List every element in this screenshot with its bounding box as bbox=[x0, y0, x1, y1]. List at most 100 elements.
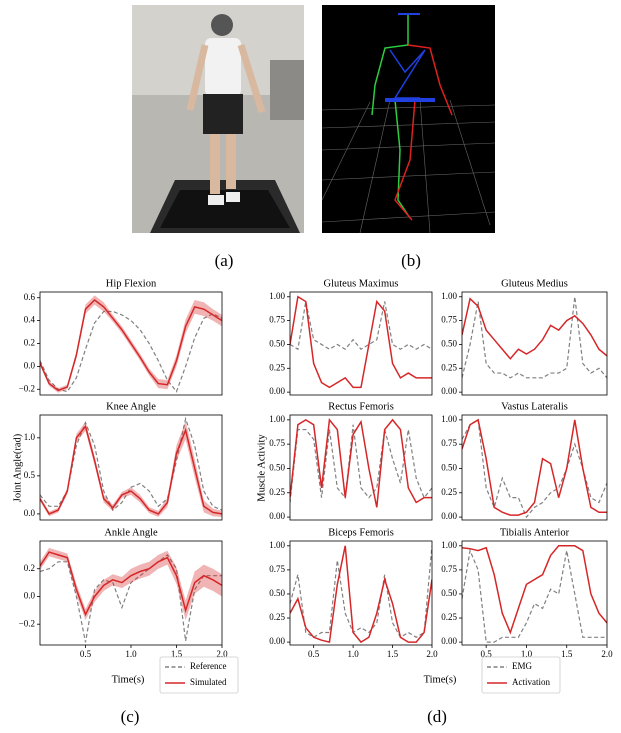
y-tick-label: 0.75 bbox=[269, 438, 285, 448]
x-tick-label: 0.5 bbox=[481, 649, 493, 659]
chart-title: Knee Angle bbox=[106, 401, 156, 412]
series-line bbox=[290, 418, 432, 508]
x-tick-label: 2.0 bbox=[601, 649, 613, 659]
y-tick-label: 0.00 bbox=[441, 386, 457, 396]
y-tick-label: 1.00 bbox=[441, 540, 457, 550]
y-axis-label: Muscle Activity bbox=[256, 434, 267, 502]
y-tick-label: 0.50 bbox=[441, 339, 457, 349]
y-tick-label: 0.4 bbox=[24, 315, 36, 325]
y-tick-label: 0.6 bbox=[24, 292, 36, 302]
chart-title: Vastus Lateralis bbox=[501, 401, 568, 412]
x-tick-label: 1.5 bbox=[171, 649, 183, 659]
y-tick-label: 0.25 bbox=[441, 362, 457, 372]
x-tick-label: 1.0 bbox=[521, 649, 533, 659]
chart-title: Ankle Angle bbox=[104, 527, 158, 538]
y-tick-label: 0.25 bbox=[441, 612, 457, 622]
series-line bbox=[462, 418, 607, 516]
y-tick-label: 0.00 bbox=[441, 636, 457, 646]
y-tick-label: 0.00 bbox=[269, 386, 285, 396]
legend-label: Simulated bbox=[190, 677, 227, 687]
x-tick-label: 1.0 bbox=[125, 649, 137, 659]
series-line bbox=[40, 299, 222, 392]
x-tick-label: 1.5 bbox=[387, 649, 399, 659]
y-tick-label: 0.0 bbox=[24, 360, 36, 370]
x-axis-label: Time(s) bbox=[112, 674, 145, 685]
panel-label: (a) bbox=[215, 251, 234, 270]
y-tick-label: 0.25 bbox=[269, 487, 285, 497]
y-tick-label: 0.5 bbox=[24, 470, 36, 480]
y-tick-label: 0.75 bbox=[441, 438, 457, 448]
legend-box bbox=[159, 656, 239, 694]
chart-title: Rectus Femoris bbox=[328, 401, 394, 412]
series-line bbox=[40, 554, 222, 643]
plot-frame bbox=[461, 414, 608, 521]
photo-mocap bbox=[321, 5, 496, 234]
photo-subject bbox=[132, 5, 304, 233]
y-tick-label: 0.75 bbox=[441, 564, 457, 574]
plot-frame bbox=[461, 540, 608, 646]
legend-label: Reference bbox=[190, 661, 226, 671]
series-line bbox=[40, 416, 222, 512]
series-line bbox=[290, 295, 432, 389]
x-axis-label: Time(s) bbox=[424, 674, 457, 685]
series-line bbox=[462, 548, 607, 643]
chart-title: Hip Flexion bbox=[106, 278, 157, 289]
series-line bbox=[40, 424, 222, 515]
series-line bbox=[462, 296, 607, 379]
x-tick-label: 0.5 bbox=[80, 649, 92, 659]
y-tick-label: −0.2 bbox=[19, 618, 35, 628]
series-line bbox=[290, 545, 432, 639]
y-tick-label: −0.2 bbox=[19, 383, 35, 393]
y-tick-label: 0.0 bbox=[24, 508, 36, 518]
legend: Reference Simulated bbox=[159, 656, 239, 694]
y-tick-label: 0.50 bbox=[441, 588, 457, 598]
plot-frame bbox=[39, 540, 223, 646]
x-tick-label: 2.0 bbox=[426, 649, 438, 659]
panel-label: (c) bbox=[121, 707, 140, 726]
y-tick-label: 0.25 bbox=[441, 487, 457, 497]
x-tick-label: 1.0 bbox=[347, 649, 359, 659]
panel-label: (b) bbox=[401, 251, 421, 270]
chart-title: Gluteus Maximus bbox=[324, 278, 399, 289]
plot-frame bbox=[289, 414, 433, 521]
y-tick-label: 0.00 bbox=[269, 636, 285, 646]
plot-frame bbox=[39, 414, 223, 521]
series-line bbox=[462, 545, 607, 635]
series-line bbox=[462, 297, 607, 360]
y-tick-label: 0.75 bbox=[441, 315, 457, 325]
y-axis-label: Joint Angle(rad) bbox=[12, 433, 23, 502]
y-tick-label: 0.50 bbox=[441, 463, 457, 473]
y-tick-label: 0.0 bbox=[24, 591, 36, 601]
y-tick-label: 0.50 bbox=[269, 339, 285, 349]
y-tick-label: 1.00 bbox=[269, 540, 285, 550]
series-line bbox=[40, 310, 222, 393]
plot-frame bbox=[289, 291, 433, 396]
plot-frame bbox=[289, 540, 433, 646]
chart-title: Gluteus Medius bbox=[501, 278, 568, 289]
series-line bbox=[290, 545, 432, 644]
y-tick-label: 0.75 bbox=[269, 564, 285, 574]
y-tick-label: 0.50 bbox=[269, 588, 285, 598]
chart-title: Biceps Femoris bbox=[328, 527, 394, 538]
y-tick-label: 1.00 bbox=[269, 291, 285, 301]
series-line bbox=[290, 424, 432, 503]
panel-label: (d) bbox=[427, 707, 447, 726]
x-tick-label: 2.0 bbox=[216, 649, 228, 659]
y-tick-label: 0.00 bbox=[269, 511, 285, 521]
legend-label: EMG bbox=[512, 661, 533, 671]
series-line bbox=[290, 301, 432, 351]
plot-frame bbox=[39, 291, 223, 396]
y-tick-label: 1.00 bbox=[441, 291, 457, 301]
y-tick-label: 0.25 bbox=[269, 362, 285, 372]
y-tick-label: 1.0 bbox=[24, 432, 36, 442]
x-tick-label: 1.5 bbox=[561, 649, 573, 659]
y-tick-label: 1.00 bbox=[441, 414, 457, 424]
confidence-band bbox=[40, 421, 222, 517]
plot-frame bbox=[461, 291, 608, 396]
legend: EMG Activation bbox=[481, 656, 561, 694]
y-tick-label: 0.25 bbox=[269, 612, 285, 622]
series-line bbox=[40, 551, 222, 617]
y-tick-label: 1.00 bbox=[269, 414, 285, 424]
x-tick-label: 0.5 bbox=[308, 649, 320, 659]
